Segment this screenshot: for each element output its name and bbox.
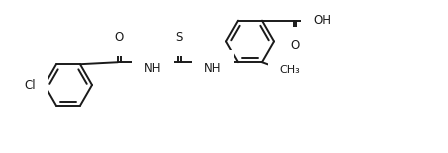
Text: OH: OH [313, 14, 331, 27]
Text: Cl: Cl [24, 78, 36, 91]
Text: NH: NH [144, 62, 162, 75]
Text: CH₃: CH₃ [279, 65, 300, 75]
Text: O: O [290, 39, 300, 52]
Text: NH: NH [204, 62, 222, 75]
Text: O: O [114, 31, 124, 44]
Text: S: S [175, 31, 183, 44]
